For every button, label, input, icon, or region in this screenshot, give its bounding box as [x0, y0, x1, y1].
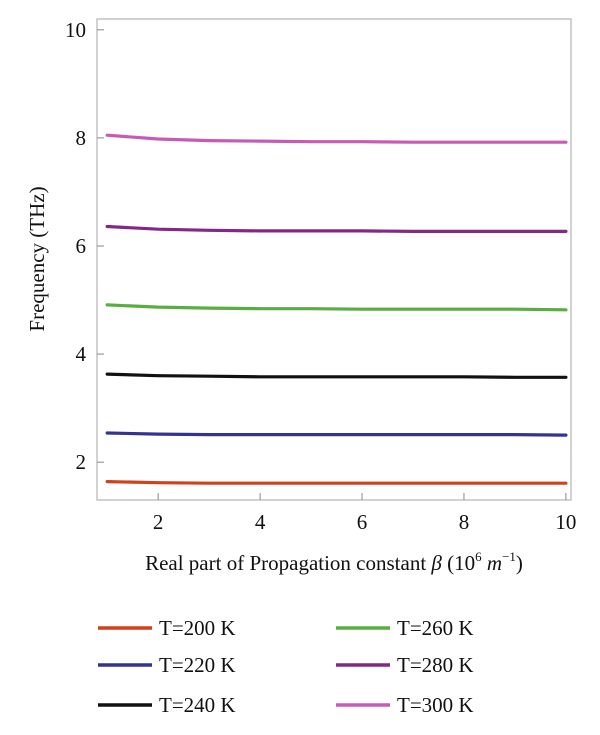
- y-tick-label: 2: [76, 450, 87, 474]
- x-axis-title: Real part of Propagation constant β (106…: [145, 549, 523, 575]
- legend-label: T=280 K: [397, 653, 474, 677]
- y-tick-label: 6: [76, 234, 87, 258]
- x-axis-title-main: Real part of Propagation constant: [145, 551, 431, 575]
- x-axis-title-unit-open: (10: [442, 551, 475, 575]
- y-tick-label: 8: [76, 126, 87, 150]
- x-tick-label: 8: [459, 510, 470, 534]
- legend-label: T=200 K: [159, 616, 236, 640]
- x-axis-ticks: 2 4 6 8 10: [153, 493, 576, 534]
- x-tick-label: 6: [357, 510, 368, 534]
- series-line-2: [105, 431, 568, 437]
- legend-label: T=220 K: [159, 653, 236, 677]
- plot-frame: [96, 18, 572, 501]
- series-line-1: [105, 480, 568, 485]
- legend-label: T=260 K: [397, 616, 474, 640]
- x-axis-title-unit-close: ): [516, 551, 523, 575]
- x-tick-label: 4: [255, 510, 266, 534]
- x-tick-label: 10: [555, 510, 576, 534]
- x-axis-title-unit-m-exp: −1: [502, 549, 516, 564]
- x-axis-title-unit-exp: 6: [475, 549, 482, 564]
- x-axis-title-symbol: β: [430, 551, 442, 575]
- legend-label: T=240 K: [159, 693, 236, 717]
- series-line-3: [105, 372, 568, 379]
- y-axis-title: Frequency (THz): [25, 186, 49, 331]
- series-line-4: [105, 303, 568, 312]
- series-layer: [105, 133, 568, 485]
- x-axis-title-unit-m: m: [482, 551, 502, 575]
- y-tick-label: 10: [65, 18, 86, 42]
- y-tick-label: 4: [76, 342, 87, 366]
- series-line-6: [105, 133, 568, 144]
- x-tick-label: 2: [153, 510, 164, 534]
- legend-label: T=300 K: [397, 693, 474, 717]
- legend: T=200 K T=220 K T=240 K T=260 K T=280 K T=300…: [98, 616, 474, 717]
- y-axis-ticks: 2 4 6 8 10: [65, 18, 104, 474]
- series-line-5: [105, 224, 568, 233]
